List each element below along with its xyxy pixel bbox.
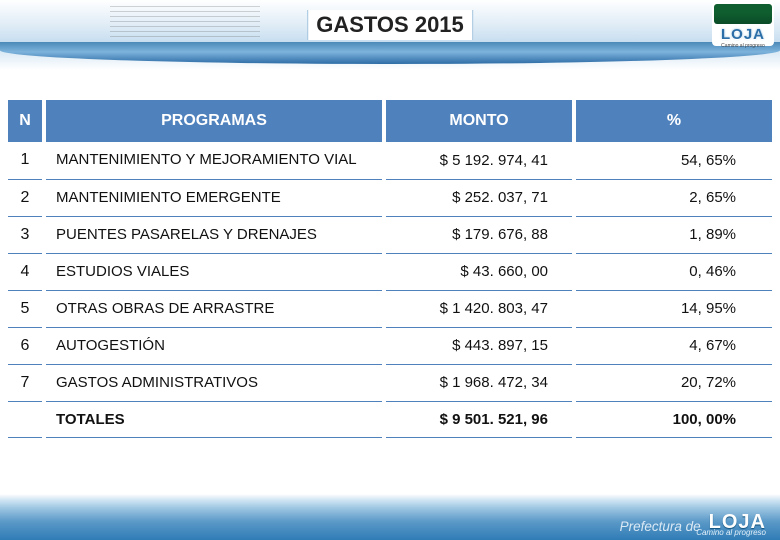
cell-percent: 2, 65% [574, 179, 772, 216]
cell-monto: $ 9 501. 521, 96 [384, 401, 574, 437]
cell-n [8, 401, 44, 437]
table-row: 4 ESTUDIOS VIALES $ 43. 660, 00 0, 46% [8, 253, 772, 290]
cell-n: 1 [8, 142, 44, 179]
cell-percent: 4, 67% [574, 327, 772, 364]
table-row: 7 GASTOS ADMINISTRATIVOS $ 1 968. 472, 3… [8, 364, 772, 401]
gastos-table-wrapper: N PROGRAMAS MONTO % 1 MANTENIMIENTO Y ME… [0, 70, 780, 438]
footer-text: Prefectura de LOJA Camino al progreso [620, 511, 766, 534]
footer-tagline: Camino al progreso [696, 528, 766, 537]
header-curve [0, 42, 780, 64]
cell-programa: MANTENIMIENTO EMERGENTE [44, 179, 384, 216]
cell-percent: 20, 72% [574, 364, 772, 401]
cell-percent: 1, 89% [574, 216, 772, 253]
cell-programa: MANTENIMIENTO Y MEJORAMIENTO VIAL [44, 142, 384, 179]
table-row: 2 MANTENIMIENTO EMERGENTE $ 252. 037, 71… [8, 179, 772, 216]
cell-percent: 100, 00% [574, 401, 772, 437]
header-banner: GASTOS 2015 LOJA Camino al progreso [0, 0, 780, 70]
col-header-monto: MONTO [384, 100, 574, 142]
emblem-icon [714, 4, 772, 24]
cell-n: 7 [8, 364, 44, 401]
cell-programa: AUTOGESTIÓN [44, 327, 384, 364]
cell-monto: $ 443. 897, 15 [384, 327, 574, 364]
brand-tagline: Camino al progreso [712, 43, 774, 49]
col-header-n: N [8, 100, 44, 142]
footer-prefecture: Prefectura de [620, 519, 701, 534]
cell-n: 2 [8, 179, 44, 216]
logo-top: LOJA Camino al progreso [712, 2, 774, 46]
cell-monto: $ 179. 676, 88 [384, 216, 574, 253]
table-row: 1 MANTENIMIENTO Y MEJORAMIENTO VIAL $ 5 … [8, 142, 772, 179]
footer-banner: Prefectura de LOJA Camino al progreso [0, 494, 780, 540]
cell-n: 4 [8, 253, 44, 290]
cell-programa: PUENTES PASARELAS Y DRENAJES [44, 216, 384, 253]
cell-monto: $ 5 192. 974, 41 [384, 142, 574, 179]
cell-n: 5 [8, 290, 44, 327]
cell-n: 3 [8, 216, 44, 253]
gastos-table: N PROGRAMAS MONTO % 1 MANTENIMIENTO Y ME… [8, 100, 772, 438]
page-title: GASTOS 2015 [307, 10, 473, 40]
cell-monto: $ 43. 660, 00 [384, 253, 574, 290]
col-header-programas: PROGRAMAS [44, 100, 384, 142]
cell-monto: $ 252. 037, 71 [384, 179, 574, 216]
cell-programa: ESTUDIOS VIALES [44, 253, 384, 290]
cell-programa: GASTOS ADMINISTRATIVOS [44, 364, 384, 401]
table-row-total: TOTALES $ 9 501. 521, 96 100, 00% [8, 401, 772, 437]
header-decor-lines [110, 6, 260, 38]
cell-monto: $ 1 968. 472, 34 [384, 364, 574, 401]
cell-programa: TOTALES [44, 401, 384, 437]
cell-percent: 0, 46% [574, 253, 772, 290]
table-header-row: N PROGRAMAS MONTO % [8, 100, 772, 142]
table-row: 3 PUENTES PASARELAS Y DRENAJES $ 179. 67… [8, 216, 772, 253]
col-header-percent: % [574, 100, 772, 142]
brand-text: LOJA [712, 26, 774, 43]
cell-monto: $ 1 420. 803, 47 [384, 290, 574, 327]
cell-n: 6 [8, 327, 44, 364]
table-row: 5 OTRAS OBRAS DE ARRASTRE $ 1 420. 803, … [8, 290, 772, 327]
cell-percent: 54, 65% [574, 142, 772, 179]
cell-percent: 14, 95% [574, 290, 772, 327]
cell-programa: OTRAS OBRAS DE ARRASTRE [44, 290, 384, 327]
table-row: 6 AUTOGESTIÓN $ 443. 897, 15 4, 67% [8, 327, 772, 364]
